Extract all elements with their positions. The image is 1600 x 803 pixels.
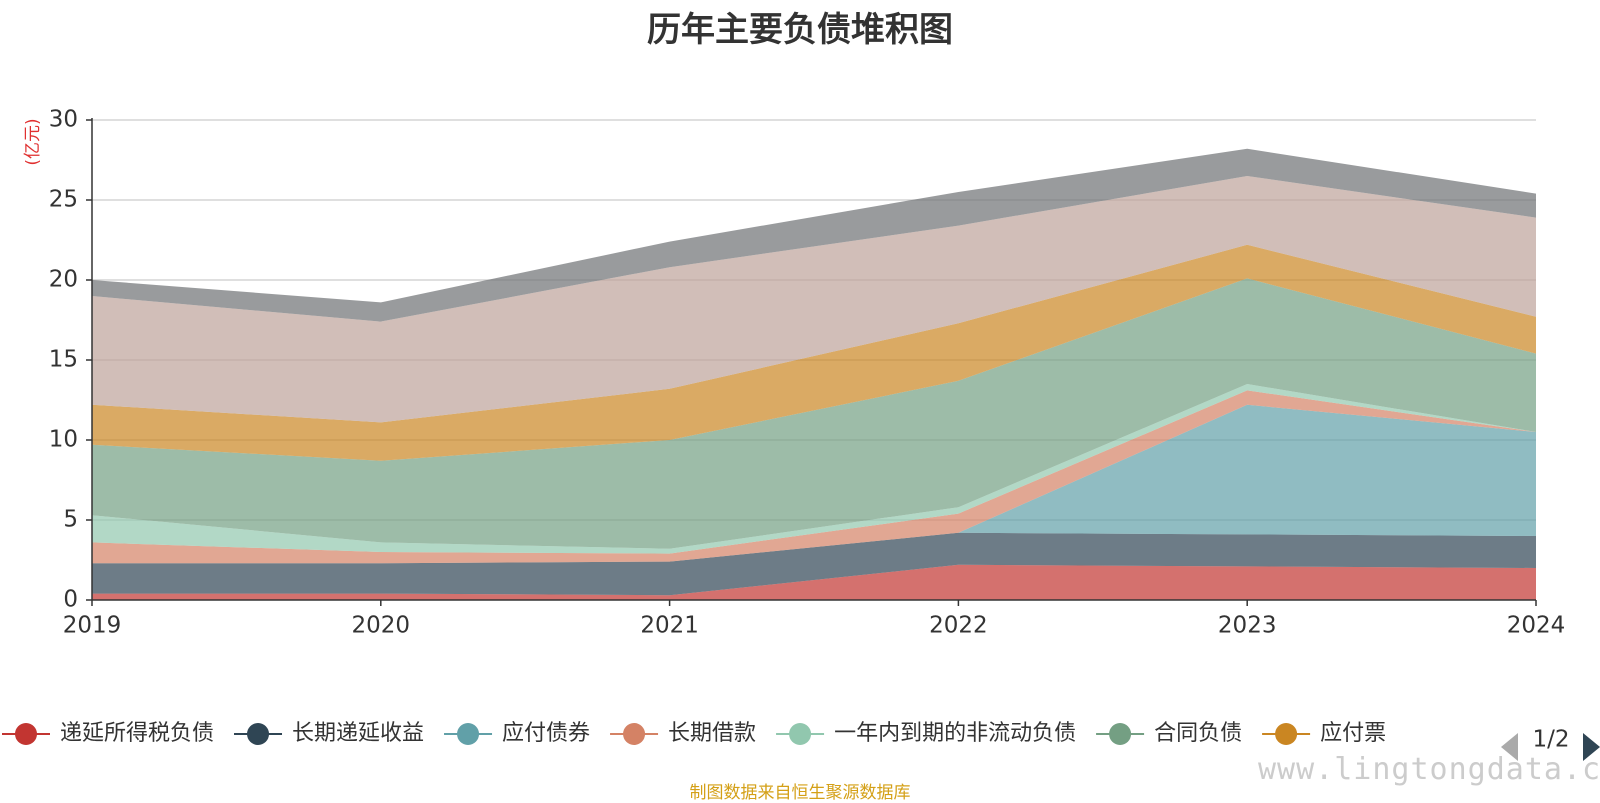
area-series-band	[92, 244, 1536, 461]
legend-label: 长期借款	[668, 721, 756, 746]
legend-circle-icon	[789, 723, 812, 745]
area-series-band	[92, 390, 1536, 564]
y-tick-label: 15	[49, 347, 78, 373]
legend-next-icon[interactable]	[1583, 733, 1600, 761]
x-tick-label: 2022	[929, 613, 988, 639]
legend-item[interactable]: 一年内到期的非流动负债	[776, 721, 1076, 746]
legend-page-indicator: 1/2	[1532, 727, 1569, 753]
area-series-band	[92, 564, 1536, 600]
legend-label: 应付债券	[502, 721, 590, 746]
y-tick-label: 10	[49, 427, 78, 453]
area-series-band	[92, 404, 1536, 564]
x-tick-label: 2021	[640, 613, 699, 639]
x-tick-label: 2024	[1507, 613, 1566, 639]
legend-item[interactable]: 长期递延收益	[234, 721, 424, 746]
legend-circle-icon	[457, 723, 480, 745]
legend-label: 长期递延收益	[292, 721, 424, 746]
x-tick-label: 2023	[1218, 613, 1277, 639]
chart-title: 历年主要负债堆积图	[647, 10, 953, 50]
y-tick-label: 30	[49, 107, 78, 133]
legend-item[interactable]: 合同负债	[1096, 721, 1242, 746]
legend-label: 应付票	[1320, 721, 1386, 746]
legend-item[interactable]: 长期借款	[610, 721, 756, 746]
watermark: www.lingtongdata.com	[1258, 752, 1600, 787]
legend-label: 递延所得税负债	[60, 721, 214, 746]
area-series-band	[92, 532, 1536, 596]
legend-pager[interactable]: 1/2	[1501, 727, 1600, 762]
area-series-band	[92, 384, 1536, 554]
y-tick-label: 25	[49, 187, 78, 213]
x-tick-label: 2019	[63, 613, 122, 639]
legend-circle-icon	[15, 723, 37, 745]
y-tick-label: 0	[63, 587, 78, 613]
legend-label: 合同负债	[1154, 721, 1242, 746]
legend-prev-icon[interactable]	[1501, 733, 1518, 761]
legend-circle-icon	[623, 723, 646, 745]
legend-label: 一年内到期的非流动负债	[834, 721, 1076, 746]
legend-item[interactable]: 递延所得税负债	[2, 721, 214, 746]
x-tick-label: 2020	[352, 613, 411, 639]
area-series-band	[92, 148, 1536, 322]
axes: 0 5 10 15 20 25 30 2019 2020 2021 2022 2023 2024	[49, 107, 1566, 639]
legend-item[interactable]: 应付债券	[444, 721, 590, 746]
legend-circle-icon	[1109, 723, 1132, 745]
legend[interactable]: 递延所得税负债 长期递延收益 应付债券 长期借款 一年内到期的非流动负债 合同负债 应付票	[2, 721, 1386, 746]
area-series-band	[92, 278, 1536, 549]
legend-circle-icon	[1275, 723, 1298, 745]
source-note: 制图数据来自恒生聚源数据库	[689, 783, 911, 803]
legend-circle-icon	[247, 723, 270, 745]
area-series	[92, 148, 1536, 600]
legend-item[interactable]: 应付票	[1262, 721, 1386, 746]
y-tick-label: 5	[63, 507, 78, 533]
y-axis-unit-label: (亿元)	[23, 118, 43, 165]
area-series-band	[92, 176, 1536, 423]
y-tick-label: 20	[49, 267, 78, 293]
